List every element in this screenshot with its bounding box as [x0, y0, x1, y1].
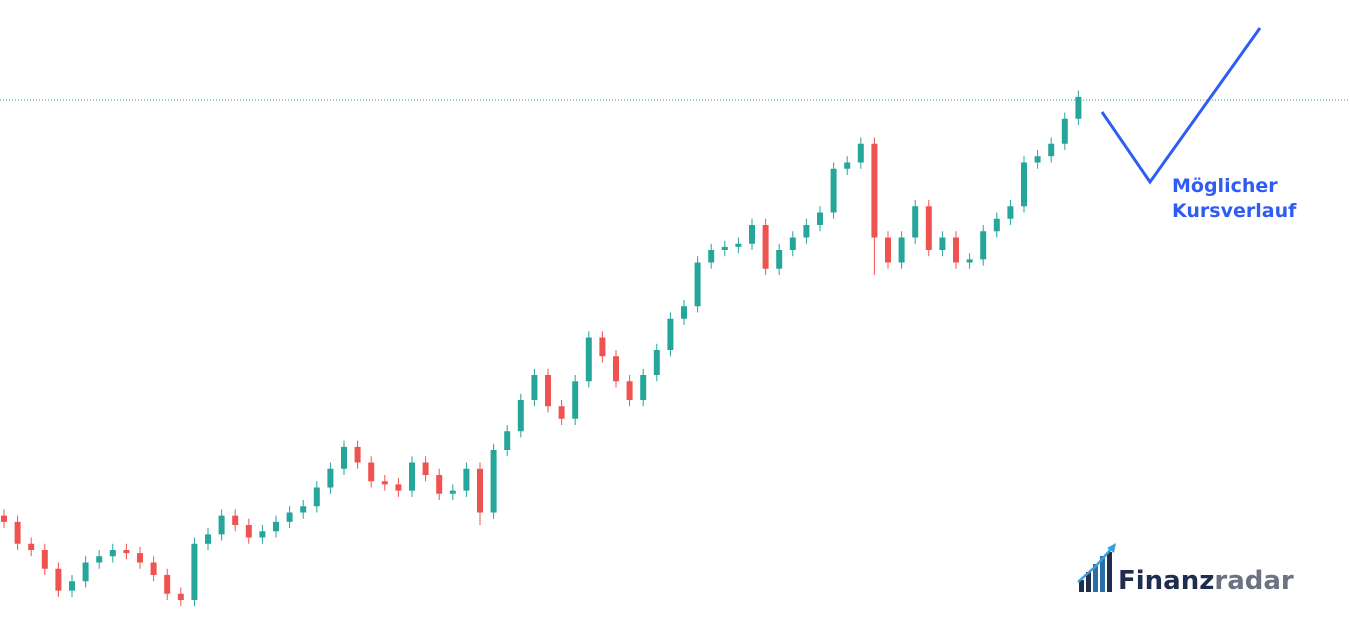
- candle-body: [517, 400, 524, 432]
- candle-body: [803, 225, 810, 238]
- candle-body: [1007, 206, 1014, 219]
- projection-line: [1100, 27, 1262, 185]
- candle-body: [463, 468, 470, 491]
- candle-body: [354, 446, 361, 463]
- candle-body: [436, 475, 443, 494]
- candle-body: [817, 212, 823, 225]
- candle-body: [1021, 162, 1027, 207]
- logo-bar: [1100, 556, 1105, 592]
- candle-body: [1075, 96, 1082, 119]
- candle-body: [300, 506, 307, 513]
- candle-body: [681, 306, 687, 319]
- candle-body: [1061, 118, 1068, 144]
- candle-body: [191, 543, 198, 600]
- candle-body: [953, 237, 959, 263]
- candle-body: [14, 521, 21, 544]
- logo-text: Finanzradar: [1118, 566, 1294, 596]
- candle-body: [28, 543, 35, 550]
- candle-body: [789, 237, 796, 250]
- candle-body: [694, 262, 701, 307]
- candle-body: [313, 487, 320, 507]
- candle-body: [69, 581, 75, 591]
- candle-body: [558, 406, 565, 419]
- candle-body: [735, 243, 742, 247]
- candle-body: [599, 337, 606, 357]
- candle-body: [993, 218, 1000, 232]
- candle-body: [667, 318, 674, 350]
- candle-body: [286, 512, 293, 522]
- candle-body: [939, 237, 946, 250]
- candle-body: [762, 225, 769, 269]
- candle-body: [245, 525, 252, 538]
- candle-body: [273, 521, 279, 532]
- candle-body: [123, 550, 130, 554]
- candle-body: [409, 462, 415, 491]
- logo-arrowhead: [1107, 543, 1116, 553]
- candle-body: [422, 462, 429, 475]
- candle-body: [1034, 156, 1041, 163]
- candle-body: [109, 550, 116, 557]
- candle-body: [830, 168, 837, 213]
- candle-body: [368, 462, 375, 482]
- candle-body: [55, 568, 62, 591]
- annotation: Möglicher: [1172, 175, 1278, 197]
- candle-body: [708, 250, 715, 263]
- candle-body: [395, 484, 402, 491]
- candle-body: [871, 143, 878, 238]
- candle-body: [137, 553, 143, 563]
- candle-body: [177, 593, 184, 600]
- logo-bar: [1107, 552, 1112, 592]
- logo-icon: [1077, 543, 1116, 592]
- candle-body: [82, 562, 89, 582]
- candles: [1, 90, 1082, 607]
- candle-body: [885, 237, 891, 263]
- candle-body: [477, 468, 483, 513]
- candle-body: [572, 381, 579, 419]
- candle-body: [585, 337, 592, 382]
- logo-bar: [1079, 580, 1084, 592]
- candle-body: [545, 375, 551, 407]
- candle-body: [626, 381, 633, 400]
- candle-body: [150, 562, 157, 575]
- candle-body: [640, 375, 647, 400]
- candle-body: [844, 162, 851, 169]
- candle-body: [857, 143, 864, 163]
- candle-body: [327, 468, 334, 488]
- candle-body: [776, 250, 783, 269]
- candle-body: [205, 534, 211, 544]
- candle-body: [504, 431, 511, 450]
- candle-body: [449, 490, 456, 494]
- candle-body: [96, 556, 103, 563]
- candle-body: [912, 206, 919, 238]
- logo-part: Finanz: [1118, 566, 1214, 596]
- logo-part: radar: [1214, 566, 1294, 596]
- candle-body: [232, 515, 239, 525]
- candle-body: [653, 350, 660, 375]
- logo-arrow: [1077, 547, 1113, 583]
- candle-body: [164, 575, 171, 594]
- candle-body: [613, 356, 619, 382]
- candle-body: [1048, 143, 1055, 157]
- candle-body: [381, 481, 388, 485]
- candle-body: [1, 515, 7, 522]
- candle-body: [341, 446, 347, 469]
- candle-body: [721, 246, 728, 250]
- candle-body: [966, 259, 973, 263]
- candle-body: [531, 375, 538, 400]
- logo-bar: [1093, 564, 1098, 592]
- candle-body: [898, 237, 905, 263]
- candle-body: [749, 225, 755, 244]
- candle-body: [41, 550, 48, 569]
- annotation: Kursverlauf: [1172, 200, 1297, 222]
- candle-body: [925, 206, 932, 250]
- candle-body: [218, 515, 225, 535]
- candle-body: [490, 450, 497, 513]
- candle-body: [980, 231, 987, 260]
- logo-bar: [1086, 572, 1091, 592]
- candle-body: [259, 531, 266, 538]
